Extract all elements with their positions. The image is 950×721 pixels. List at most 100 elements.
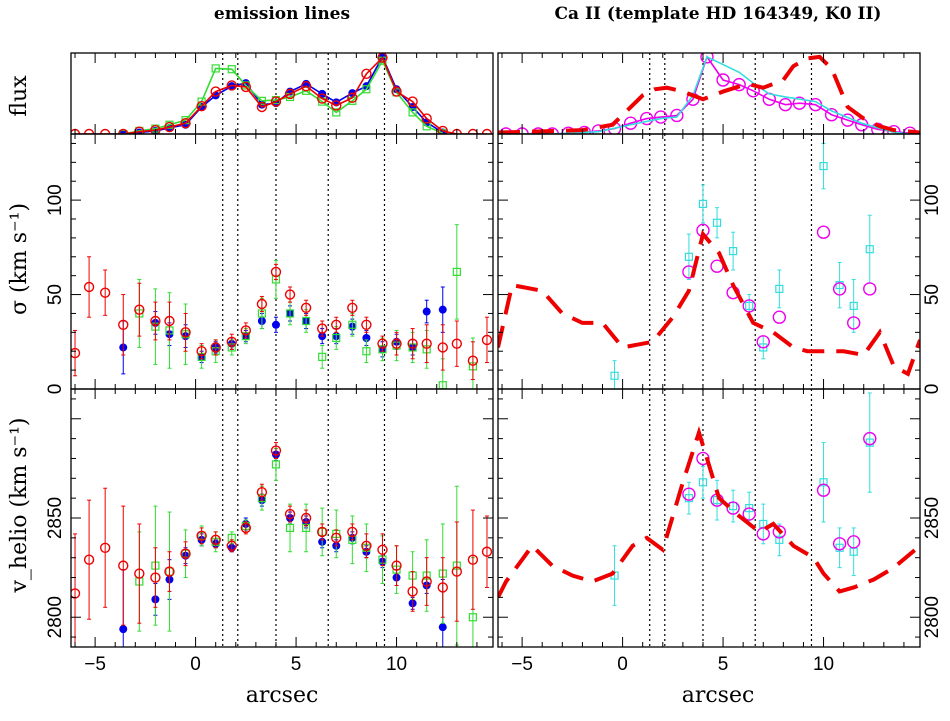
panel-frame [497,388,921,648]
data-point [732,77,746,92]
data-point [531,127,545,134]
data-point [362,347,371,356]
y-tick-label: 2800 [922,596,943,638]
data-point [835,281,844,290]
data-point [285,309,295,318]
data-point [467,355,479,366]
data-point [285,523,295,533]
data-point [284,508,296,520]
data-point [316,526,328,538]
data-point [361,319,372,330]
data-point [775,284,784,293]
data-point [164,315,175,327]
data-point [391,338,402,349]
data-point [437,582,448,593]
data-point [846,316,861,330]
series-line [506,55,911,134]
data-point [270,445,282,456]
data-point [196,101,207,112]
data-point [438,623,447,632]
data-point [331,100,342,111]
data-point [499,127,513,134]
data-point [300,512,312,524]
data-point [377,544,388,555]
y-tick-label: 0 [45,384,66,395]
data-point [150,572,161,583]
data-point [164,121,175,133]
data-point [240,325,252,336]
x-tick-label: 0 [190,654,201,675]
data-point [742,299,756,313]
x-tick-label: 5 [291,654,302,675]
data-point [99,128,111,134]
data-point [835,543,844,552]
x-tick-label: 0 [617,654,628,675]
data-point [318,352,327,361]
template-curve [498,54,920,134]
data-point [347,92,358,103]
data-point [481,546,493,557]
y-tick-label: 2800 [45,596,66,638]
data-point [377,338,388,349]
data-point [362,85,371,94]
data-point [180,327,191,338]
data-point [865,245,874,254]
data-point [684,252,694,261]
x-tick-label: 10 [813,654,834,675]
data-point [391,560,402,571]
data-point [863,282,877,296]
data-point [83,554,95,565]
data-point [819,478,828,487]
data-point [347,302,358,313]
panel-data [498,134,920,389]
data-point [437,125,448,134]
data-point [348,320,357,329]
data-point [452,267,461,276]
data-point [300,80,312,92]
panel-2: 0 50 100 [45,133,494,395]
data-point [150,315,161,327]
data-point [407,586,418,597]
data-point [99,287,111,298]
data-point [331,532,342,544]
y-tick-label: 2850 [45,497,66,539]
data-point [83,281,95,293]
panel-data [71,53,493,134]
panel-data [498,389,920,647]
data-point [792,96,807,110]
data-point [99,542,111,553]
panel-frame [497,133,921,390]
data-point [468,613,478,622]
data-point [164,566,175,577]
series-line [506,55,911,134]
data-point [726,501,740,515]
data-point [422,307,431,316]
data-point [226,540,237,551]
x-tick-label: 10 [386,654,407,675]
panel-data [71,134,493,389]
panel-4 [497,52,921,135]
data-point [270,266,282,278]
data-point [816,483,831,497]
y-tick-label: 50 [922,284,943,305]
data-point [119,625,128,634]
data-point [846,535,861,549]
data-point [226,336,237,347]
data-point [887,124,901,134]
data-point [865,438,874,447]
panel-frame [70,388,494,648]
data-point [745,503,754,513]
x-tick-label: −5 [84,654,106,675]
data-point [226,80,237,91]
y-tick-label: 2850 [922,497,943,539]
data-point [438,305,447,314]
template-curve [498,229,920,377]
plot-area: 0 50 100 −5 0 5 10 2800 2850 0 50 100 −5 0 5 10 2800 2850 [45,52,943,675]
data-point [451,566,463,577]
data-point [300,302,312,313]
data-point [196,346,207,357]
data-point [407,338,418,349]
y-tick-label: 100 [922,184,943,216]
data-point [654,110,668,124]
